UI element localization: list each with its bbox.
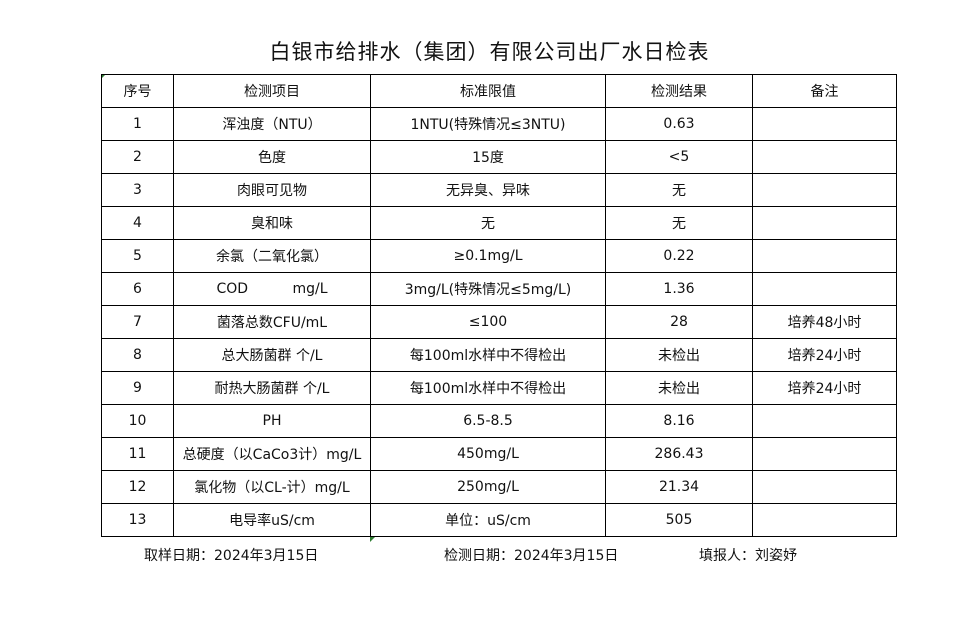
cell-item: 耐热大肠菌群 个/L — [173, 371, 371, 405]
cell-index: 4 — [101, 206, 174, 240]
cell-item: 菌落总数CFU/mL — [173, 305, 371, 339]
table-row: 12 氯化物（以CL-计）mg/L 250mg/L 21.34 — [101, 470, 897, 504]
cell-result: 28 — [605, 305, 753, 339]
reporter: 填报人：刘姿妤 — [699, 548, 797, 564]
cell-comment-marker — [370, 537, 375, 542]
cell-remark: 培养24小时 — [752, 338, 897, 372]
cell-index: 2 — [101, 140, 174, 174]
cell-item: 总硬度（以CaCo3计）mg/L — [173, 437, 371, 471]
cell-standard: 3mg/L(特殊情况≤5mg/L) — [370, 272, 606, 306]
table-row: 4 臭和味无无 — [101, 206, 897, 240]
inspection-table: 序号 检测项目 标准限值 检测结果 备注 1 浑浊度（NTU） 1NTU(特殊情况≤… — [101, 74, 897, 537]
cell-index: 7 — [101, 305, 174, 339]
cell-result: 无 — [605, 206, 753, 240]
cell-remark — [752, 272, 897, 306]
cell-standard: 无 — [370, 206, 606, 240]
cell-index: 9 — [101, 371, 174, 405]
cell-result: 1.36 — [605, 272, 753, 306]
test-date: 检测日期：2024年3月15日 — [444, 548, 619, 564]
cell-remark — [752, 239, 897, 273]
cell-remark — [752, 437, 897, 471]
table-row: 13 电导率uS/cm 单位：uS/cm 505 — [101, 503, 897, 537]
cell-standard: 单位：uS/cm — [370, 503, 606, 537]
cell-remark — [752, 173, 897, 207]
cell-index: 12 — [101, 470, 174, 504]
cell-result: 0.63 — [605, 107, 753, 141]
cell-item: 氯化物（以CL-计）mg/L — [173, 470, 371, 504]
cell-standard: 每100ml水样中不得检出 — [370, 371, 606, 405]
page-title: 白银市给排水（集团）有限公司出厂水日检表 — [269, 40, 710, 64]
table-row: 10 PH 6.5-8.5 8.16 — [101, 404, 897, 438]
cell-remark — [752, 206, 897, 240]
cell-item: 总大肠菌群 个/L — [173, 338, 371, 372]
cell-standard: 每100ml水样中不得检出 — [370, 338, 606, 372]
table-row: 2 色度 15度 <5 — [101, 140, 897, 174]
cell-standard: 15度 — [370, 140, 606, 174]
cell-result: 505 — [605, 503, 753, 537]
cell-result: 21.34 — [605, 470, 753, 504]
table-row: 11 总硬度（以CaCo3计）mg/L 450mg/L 286.43 — [101, 437, 897, 471]
cell-result: 未检出 — [605, 338, 753, 372]
table-row: 1 浑浊度（NTU） 1NTU(特殊情况≤3NTU) 0.63 — [101, 107, 897, 141]
cell-remark — [752, 140, 897, 174]
cell-result: 无 — [605, 173, 753, 207]
cell-index: 10 — [101, 404, 174, 438]
header-row: 序号 检测项目 标准限值 检测结果 备注 — [101, 74, 897, 108]
cell-remark: 培养24小时 — [752, 371, 897, 405]
cell-result: 未检出 — [605, 371, 753, 405]
sample-date: 取样日期：2024年3月15日 — [144, 548, 319, 564]
cell-index: 13 — [101, 503, 174, 537]
cell-item: 色度 — [173, 140, 371, 174]
cell-item: 余氯（二氧化氯） — [173, 239, 371, 273]
cell-index: 5 — [101, 239, 174, 273]
table-row: 8 总大肠菌群 个/L 每100ml水样中不得检出 未检出 培养24小时 — [101, 338, 897, 372]
cell-item: 肉眼可见物 — [173, 173, 371, 207]
cell-item: 电导率uS/cm — [173, 503, 371, 537]
table-row: 7 菌落总数CFU/mL ≤100 28 培养48小时 — [101, 305, 897, 339]
cell-remark — [752, 503, 897, 537]
cell-index: 6 — [101, 272, 174, 306]
cell-index: 1 — [101, 107, 174, 141]
cell-standard: 无异臭、异味 — [370, 173, 606, 207]
cell-index: 3 — [101, 173, 174, 207]
table-row: 6 COD mg/L 3mg/L(特殊情况≤5mg/L) 1.36 — [101, 272, 897, 306]
cell-standard: 6.5-8.5 — [370, 404, 606, 438]
table-row: 3 肉眼可见物 无异臭、异味无 — [101, 173, 897, 207]
cell-result: <5 — [605, 140, 753, 174]
header-index: 序号 — [101, 74, 174, 108]
cell-index: 11 — [101, 437, 174, 471]
cell-standard: 450mg/L — [370, 437, 606, 471]
cell-remark — [752, 404, 897, 438]
cell-item: 臭和味 — [173, 206, 371, 240]
cell-standard: ≤100 — [370, 305, 606, 339]
header-result: 检测结果 — [605, 74, 753, 108]
cell-result: 8.16 — [605, 404, 753, 438]
cell-item: 浑浊度（NTU） — [173, 107, 371, 141]
cell-result: 286.43 — [605, 437, 753, 471]
header-standard: 标准限值 — [370, 74, 606, 108]
header-remark: 备注 — [752, 74, 897, 108]
table-row: 5 余氯（二氧化氯） ≥0.1mg/L 0.22 — [101, 239, 897, 273]
table-row: 9 耐热大肠菌群 个/L 每100ml水样中不得检出 未检出 培养24小时 — [101, 371, 897, 405]
cell-item: PH — [173, 404, 371, 438]
cell-result: 0.22 — [605, 239, 753, 273]
cell-standard: 250mg/L — [370, 470, 606, 504]
cell-remark: 培养48小时 — [752, 305, 897, 339]
cell-item: COD mg/L — [173, 272, 371, 306]
header-item: 检测项目 — [173, 74, 371, 108]
cell-index: 8 — [101, 338, 174, 372]
cell-remark — [752, 107, 897, 141]
cell-standard: ≥0.1mg/L — [370, 239, 606, 273]
cell-standard: 1NTU(特殊情况≤3NTU) — [370, 107, 606, 141]
cell-remark — [752, 470, 897, 504]
